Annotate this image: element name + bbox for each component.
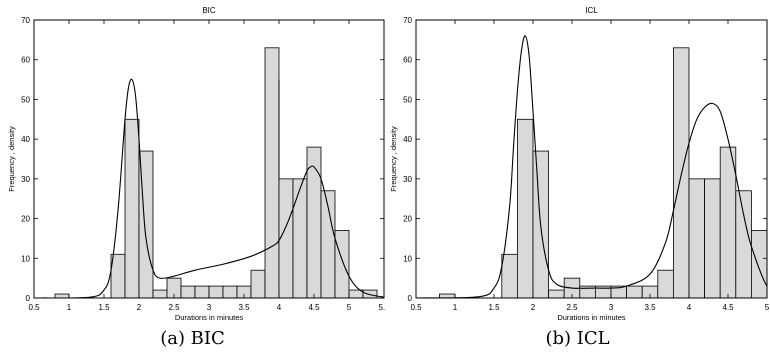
y-tick-label: 10 [21,254,30,263]
histogram-bar [292,178,308,298]
x-tick-label: 3 [207,303,212,312]
histogram-bar [250,269,266,298]
histogram-bar [688,178,706,298]
x-tick-label: 3 [609,303,614,312]
histogram-bar [194,285,210,298]
histogram-bar [264,47,280,298]
histogram-bar [501,253,518,298]
histogram-bar [54,293,70,298]
x-tick-label: 0.5 [28,303,40,312]
y-tick-label: 0 [408,294,413,303]
y-tick-label: 60 [403,56,412,65]
histogram-bar [719,146,737,298]
histogram-bar [704,178,721,298]
y-tick-label: 10 [403,254,412,263]
histogram-bars [54,47,378,298]
histogram-bar [735,190,752,298]
histogram-bar [657,269,674,298]
bic-panel: BIC 0.5 1 1.5 2 2.5 3 3.5 4 4.5 5 5.5 0 10 20 30 40 50 60 7… [7,6,385,349]
histogram-bar [222,285,238,298]
x-axis-label: Durations in minutes [175,313,244,322]
x-tick-label: 4 [277,303,282,312]
histogram-bar [750,230,767,298]
histogram-bar [152,289,168,298]
histogram-bar [208,285,224,298]
x-tick-label: 2.5 [566,303,578,312]
y-tick-label: 40 [403,135,412,144]
bic-chart: BIC 0.5 1 1.5 2 2.5 3 3.5 4 4.5 5 5.5 0 10 20 30 40 50 60 7… [7,6,385,322]
y-tick-label: 30 [403,175,412,184]
histogram-bar [110,253,126,298]
x-tick-label: 5.5 [378,303,385,312]
y-tick-label: 50 [21,95,30,104]
x-tick-label: 2.5 [168,303,180,312]
histogram-bar [626,285,643,298]
histogram-bar [278,178,294,298]
x-axis-label: Durations in minutes [557,313,626,322]
histogram-bars [439,47,767,298]
x-tick-label: 1 [67,303,72,312]
x-tick-label: 4.5 [722,303,734,312]
axes-frame [415,19,768,299]
y-tick-label: 40 [21,135,30,144]
icl-panel: ICL 0.5 1 1.5 2 2.5 3 3.5 4 4.5 5 0 10 20 30 40 50 60 70 Du… [385,0,770,362]
histogram-bar [548,289,565,298]
y-tick-label: 0 [26,294,31,303]
y-tick-label: 50 [403,95,412,104]
y-axis-label: Frequency , density [389,126,398,192]
x-tick-label: 5 [765,303,770,312]
density-curve [40,78,384,298]
x-tick-label: 3.5 [238,303,250,312]
x-tick-label: 3.5 [644,303,656,312]
x-tick-label: 2 [531,303,536,312]
x-tick-label: 0.5 [410,303,422,312]
density-curve [416,35,767,298]
histogram-bar [306,146,322,298]
x-tick-label: 4 [687,303,692,312]
x-tick-label: 4.5 [308,303,320,312]
y-axis-label: Frequency , density [7,126,16,192]
x-tick-label: 1.5 [98,303,110,312]
histogram-bar [180,285,196,298]
y-tick-label: 30 [21,175,30,184]
histogram-bar [516,118,534,298]
x-tick-label: 1.5 [488,303,500,312]
chart-title: ICL [585,6,598,15]
histogram-bar [362,289,378,298]
y-tick-label: 70 [21,16,30,25]
bic-caption: (a) BIC [160,328,225,349]
x-tick-label: 5 [347,303,352,312]
y-tick-label: 60 [21,56,30,65]
y-tick-label: 20 [403,215,412,224]
histogram-bar [124,118,140,298]
x-tick-label: 1 [453,303,458,312]
y-tick-label: 20 [21,215,30,224]
y-tick-label: 70 [403,16,412,25]
x-tick-label: 2 [137,303,142,312]
histogram-bar [334,230,350,298]
chart-title: BIC [202,6,216,15]
icl-caption: (b) ICL [545,328,610,349]
